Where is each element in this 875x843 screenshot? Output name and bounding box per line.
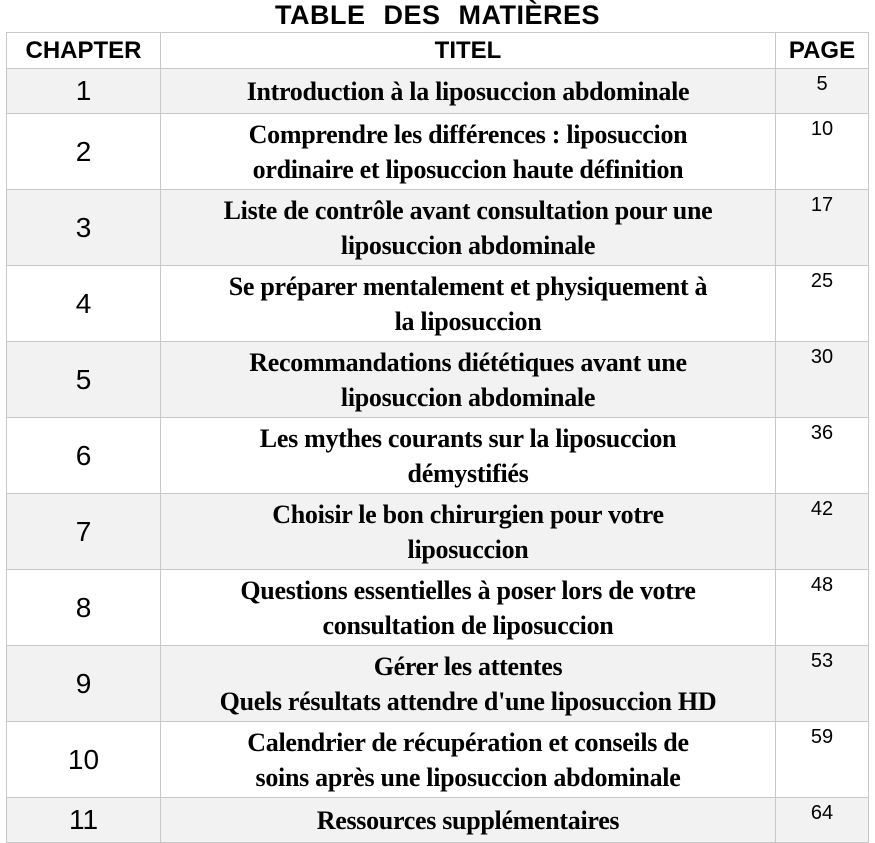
chapter-number: 3: [6, 189, 161, 266]
chapter-title: Choisir le bon chirurgien pour votre lipo…: [160, 493, 776, 570]
chapter-number: 2: [6, 113, 161, 190]
chapter-number: 9: [6, 645, 161, 722]
header-page: PAGE: [775, 32, 869, 69]
chapter-title-line: ordinaire et liposuccion haute définitio…: [252, 154, 684, 184]
table-row: 3 Liste de contrôle avant consultation po…: [6, 189, 869, 266]
page-number: 5: [775, 68, 869, 114]
chapter-title: Questions essentielles à poser lors de v…: [160, 569, 776, 646]
chapter-number: 6: [6, 417, 161, 494]
page-number: 48: [775, 569, 869, 646]
chapter-title-line: Questions essentielles à poser lors de v…: [240, 575, 696, 605]
chapter-title-line: liposuccion abdominale: [340, 230, 596, 260]
chapter-number: 7: [6, 493, 161, 570]
table-row: 1 Introduction à la liposuccion abdominal…: [6, 68, 869, 114]
table-row: 5 Recommandations diététiques avant une li…: [6, 341, 869, 418]
chapter-title: Se préparer mentalement et physiquement …: [160, 265, 776, 342]
header-chapter: CHAPTER: [6, 32, 161, 69]
chapter-title: Liste de contrôle avant consultation pou…: [160, 189, 776, 266]
table-row: 4 Se préparer mentalement et physiquement…: [6, 265, 869, 342]
chapter-title-line: Choisir le bon chirurgien pour votre: [272, 499, 664, 529]
chapter-title: Recommandations diététiques avant une lip…: [160, 341, 776, 418]
chapter-title-line: Les mythes courants sur la liposuccion: [259, 423, 677, 453]
chapter-title-line: Quels résultats attendre d'une liposucci…: [219, 686, 717, 716]
chapter-title: Comprendre les différences : liposuccion…: [160, 113, 776, 190]
chapter-number: 11: [6, 797, 161, 843]
page-number: 64: [775, 797, 869, 843]
chapter-title: Calendrier de récupération et conseils d…: [160, 721, 776, 798]
page-number: 10: [775, 113, 869, 190]
table-row: 11 Ressources supplémentaires 64: [6, 797, 869, 843]
page-number: 36: [775, 417, 869, 494]
table-row: 7 Choisir le bon chirurgien pour votre lip…: [6, 493, 869, 570]
page-number: 59: [775, 721, 869, 798]
chapter-title-line: Gérer les attentes: [373, 651, 563, 681]
chapter-title-line: Se préparer mentalement et physiquement …: [228, 271, 708, 301]
chapter-title-line: soins après une liposuccion abdominale: [255, 762, 681, 792]
chapter-title-line: Recommandations diététiques avant une: [249, 347, 687, 377]
page-number: 25: [775, 265, 869, 342]
page-number: 17: [775, 189, 869, 266]
table-row: 2 Comprendre les différences : liposuccio…: [6, 113, 869, 190]
chapter-title: Ressources supplémentaires: [160, 797, 776, 843]
document-title: TABLE DES MATIÈRES: [274, 0, 600, 30]
chapter-title-line: Introduction à la liposuccion abdominale: [246, 76, 690, 106]
chapter-title-line: Liste de contrôle avant consultation pou…: [223, 195, 713, 225]
page-number: 30: [775, 341, 869, 418]
chapter-title: Introduction à la liposuccion abdominale: [160, 68, 776, 114]
chapter-title-line: la liposuccion: [394, 306, 542, 336]
header-row: CHAPTER TITEL PAGE: [6, 32, 869, 69]
table-row: 9 Gérer les attentes Quels résultats atten…: [6, 645, 869, 722]
chapter-number: 5: [6, 341, 161, 418]
table-row: 10 Calendrier de récupération et conseils…: [6, 721, 869, 798]
page-number: 42: [775, 493, 869, 570]
chapter-title-line: liposuccion: [407, 534, 529, 564]
table-row: 6 Les mythes courants sur la liposuccion d…: [6, 417, 869, 494]
chapter-title: Les mythes courants sur la liposuccion dé…: [160, 417, 776, 494]
page-number: 53: [775, 645, 869, 722]
chapter-number: 1: [6, 68, 161, 114]
toc-table: CHAPTER TITEL PAGE 1 Introduction à la li…: [6, 32, 869, 843]
chapter-title-line: Calendrier de récupération et conseils d…: [247, 727, 689, 757]
chapter-number: 8: [6, 569, 161, 646]
chapter-title-line: liposuccion abdominale: [340, 382, 596, 412]
chapter-title-line: Ressources supplémentaires: [316, 805, 620, 835]
chapter-title-line: consultation de liposuccion: [322, 610, 614, 640]
chapter-number: 4: [6, 265, 161, 342]
table-row: 8 Questions essentielles à poser lors de …: [6, 569, 869, 646]
chapter-title-line: Comprendre les différences : liposuccion: [248, 119, 688, 149]
header-title: TITEL: [160, 32, 776, 69]
chapter-title-line: démystifiés: [407, 458, 529, 488]
chapter-title: Gérer les attentes Quels résultats attend…: [160, 645, 776, 722]
chapter-number: 10: [6, 721, 161, 798]
